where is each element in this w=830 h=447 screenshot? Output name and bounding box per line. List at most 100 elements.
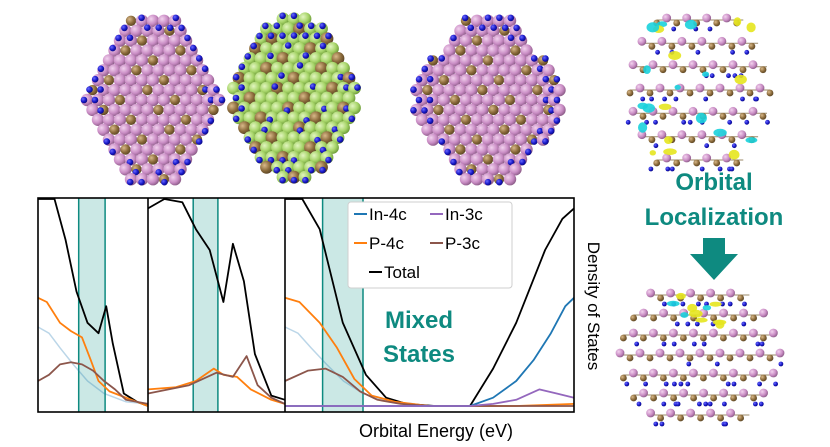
ligand-atom: [542, 75, 550, 83]
phosphorus-atom: [125, 114, 137, 126]
phosphorus-atom: [147, 154, 159, 165]
phosphorus-atom: [659, 112, 667, 120]
phosphorus-atom: [710, 394, 717, 402]
shell-atom: [271, 101, 284, 115]
indium-atom: [637, 36, 647, 46]
indium-atom: [715, 348, 725, 358]
phosphorus-atom: [449, 94, 461, 106]
indium-atom: [130, 83, 143, 97]
ligand-atom: [195, 138, 203, 145]
phosphorus-atom: [444, 124, 455, 135]
indium-atom: [726, 408, 735, 418]
shell-atom: [243, 111, 257, 125]
phosphorus-atom: [208, 104, 219, 116]
indium-atom: [130, 24, 143, 37]
indium-atom: [492, 113, 506, 127]
ligand-atom: [290, 32, 298, 39]
indium-atom: [503, 54, 517, 67]
ligand-atom: [513, 24, 520, 32]
indium-atom: [448, 74, 462, 87]
ligand-atom: [759, 341, 765, 347]
indium-atom: [130, 143, 143, 156]
indium-atom: [739, 308, 748, 318]
indium-atom: [179, 74, 193, 87]
ligand-atom: [201, 65, 209, 73]
ligand-atom: [290, 157, 298, 164]
ligand-atom: [296, 22, 304, 30]
phosphorus-atom: [136, 134, 148, 145]
phosphorus-atom: [706, 354, 714, 362]
phosphorus-atom: [726, 354, 734, 362]
phosphorus-atom: [690, 394, 697, 402]
shell-atom: [276, 111, 290, 125]
ligand-atom: [202, 86, 209, 93]
ligand-atom: [548, 107, 555, 114]
orbital-lobe-yellow: [746, 22, 756, 33]
ligand-atom: [155, 24, 162, 32]
indium-atom: [669, 368, 678, 378]
phosphorus-atom: [158, 75, 170, 86]
indium-atom: [152, 44, 165, 57]
indium-atom: [179, 54, 193, 67]
ligand-atom: [121, 24, 128, 32]
indium-atom: [476, 103, 489, 117]
ligand-atom: [279, 32, 286, 39]
indium-atom: [201, 74, 215, 87]
indium-atom: [459, 34, 473, 47]
indium-atom: [668, 60, 678, 70]
orbital-lobe-yellow: [709, 301, 722, 307]
shell-atom: [326, 61, 339, 75]
ligand-atom: [343, 84, 350, 91]
ligand-atom: [754, 96, 759, 102]
indium-atom: [470, 113, 484, 127]
indium-atom: [135, 74, 149, 87]
ligand-atom: [755, 341, 761, 347]
ligand-atom: [671, 341, 677, 347]
ligand-atom: [178, 24, 185, 32]
indium-atom: [677, 130, 687, 140]
shell-atom: [271, 121, 284, 135]
shell-atom: [337, 61, 350, 75]
indium-atom: [769, 368, 778, 378]
indium-atom: [157, 93, 171, 107]
shell-atom: [298, 12, 312, 26]
ligand-atom: [444, 148, 452, 156]
legend-p4c: P-4c: [369, 234, 404, 253]
indium-atom: [695, 348, 705, 358]
indium-atom: [459, 93, 473, 107]
indium-atom: [141, 123, 154, 136]
indium-atom: [432, 123, 445, 136]
ligand-atom: [659, 421, 665, 427]
phosphorus-atom: [438, 75, 450, 86]
ligand-atom: [244, 53, 252, 60]
shell-atom: [282, 121, 295, 135]
phosphorus-atom: [114, 94, 126, 106]
phosphorus-atom: [708, 136, 716, 144]
indium-atom: [415, 113, 429, 127]
ligand-atom: [729, 166, 735, 172]
phosphorus-atom: [510, 45, 521, 56]
shell-atom: [254, 52, 268, 65]
orbital-lobe-cyan: [702, 305, 712, 311]
indium-atom: [119, 123, 132, 136]
orbital-lobe-cyan: [684, 19, 697, 30]
shell-atom: [254, 71, 268, 85]
ligand-atom: [662, 301, 667, 307]
phosphorus-atom: [646, 89, 654, 97]
indium-atom: [729, 368, 738, 378]
ligand-atom: [232, 115, 240, 123]
indium-atom: [113, 54, 127, 67]
indium-atom: [749, 328, 758, 338]
indium-atom: [655, 83, 665, 93]
indium-atom: [476, 64, 489, 77]
ligand-atom: [744, 49, 750, 55]
shell-atom: [309, 52, 323, 65]
mixed-label-line1: Mixed: [385, 307, 453, 334]
ligand-atom: [519, 34, 526, 42]
indium-atom: [108, 83, 121, 97]
phosphorus-atom: [693, 159, 701, 167]
ligand-atom: [765, 119, 770, 125]
ligand-atom: [685, 321, 691, 327]
ligand-atom: [426, 117, 434, 125]
phosphorus-atom: [697, 414, 704, 422]
